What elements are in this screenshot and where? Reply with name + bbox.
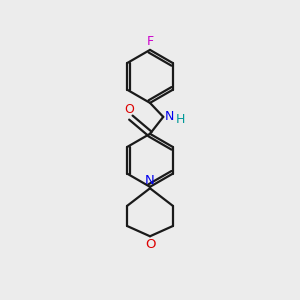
Text: N: N: [145, 174, 155, 188]
Text: O: O: [145, 238, 155, 251]
Text: O: O: [124, 103, 134, 116]
Text: H: H: [176, 113, 185, 126]
Text: F: F: [146, 35, 154, 48]
Text: N: N: [165, 110, 174, 123]
